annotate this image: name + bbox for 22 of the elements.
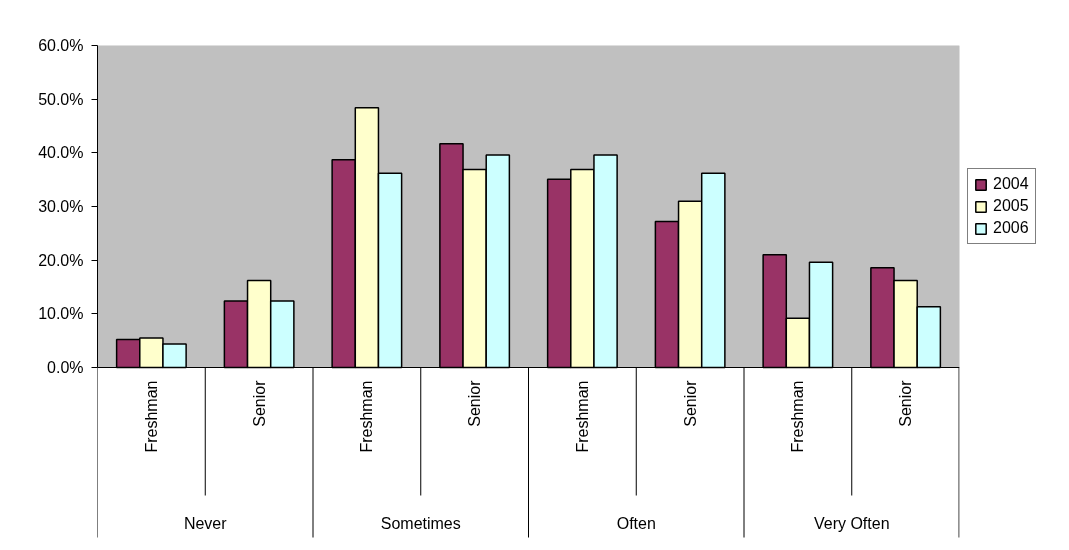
category-label: Often [616,515,656,532]
y-tick-label: 0.0% [47,359,84,376]
category-label: Sometimes [380,515,461,532]
legend-label: 2005 [993,197,1029,215]
category-label: Freshman [573,380,591,453]
category-label: Senior [250,380,268,427]
category-label: Senior [897,380,915,427]
y-tick-label: 50.0% [38,90,84,108]
category-label: Freshman [358,380,376,453]
category-label: Senior [466,380,484,427]
y-tick-label: 40.0% [38,144,84,162]
category-label: Freshman [142,380,160,453]
legend-label: 2006 [993,219,1029,237]
category-label: Senior [681,380,699,427]
y-tick-label: 60.0% [38,37,84,54]
y-tick-label: 20.0% [38,251,84,269]
y-tick-label: 30.0% [38,198,84,215]
category-label: Never [183,515,227,532]
category-label: Freshman [789,380,807,453]
category-label: Very Often [813,515,890,532]
legend-label: 2004 [993,175,1029,193]
y-tick-label: 10.0% [38,305,84,323]
